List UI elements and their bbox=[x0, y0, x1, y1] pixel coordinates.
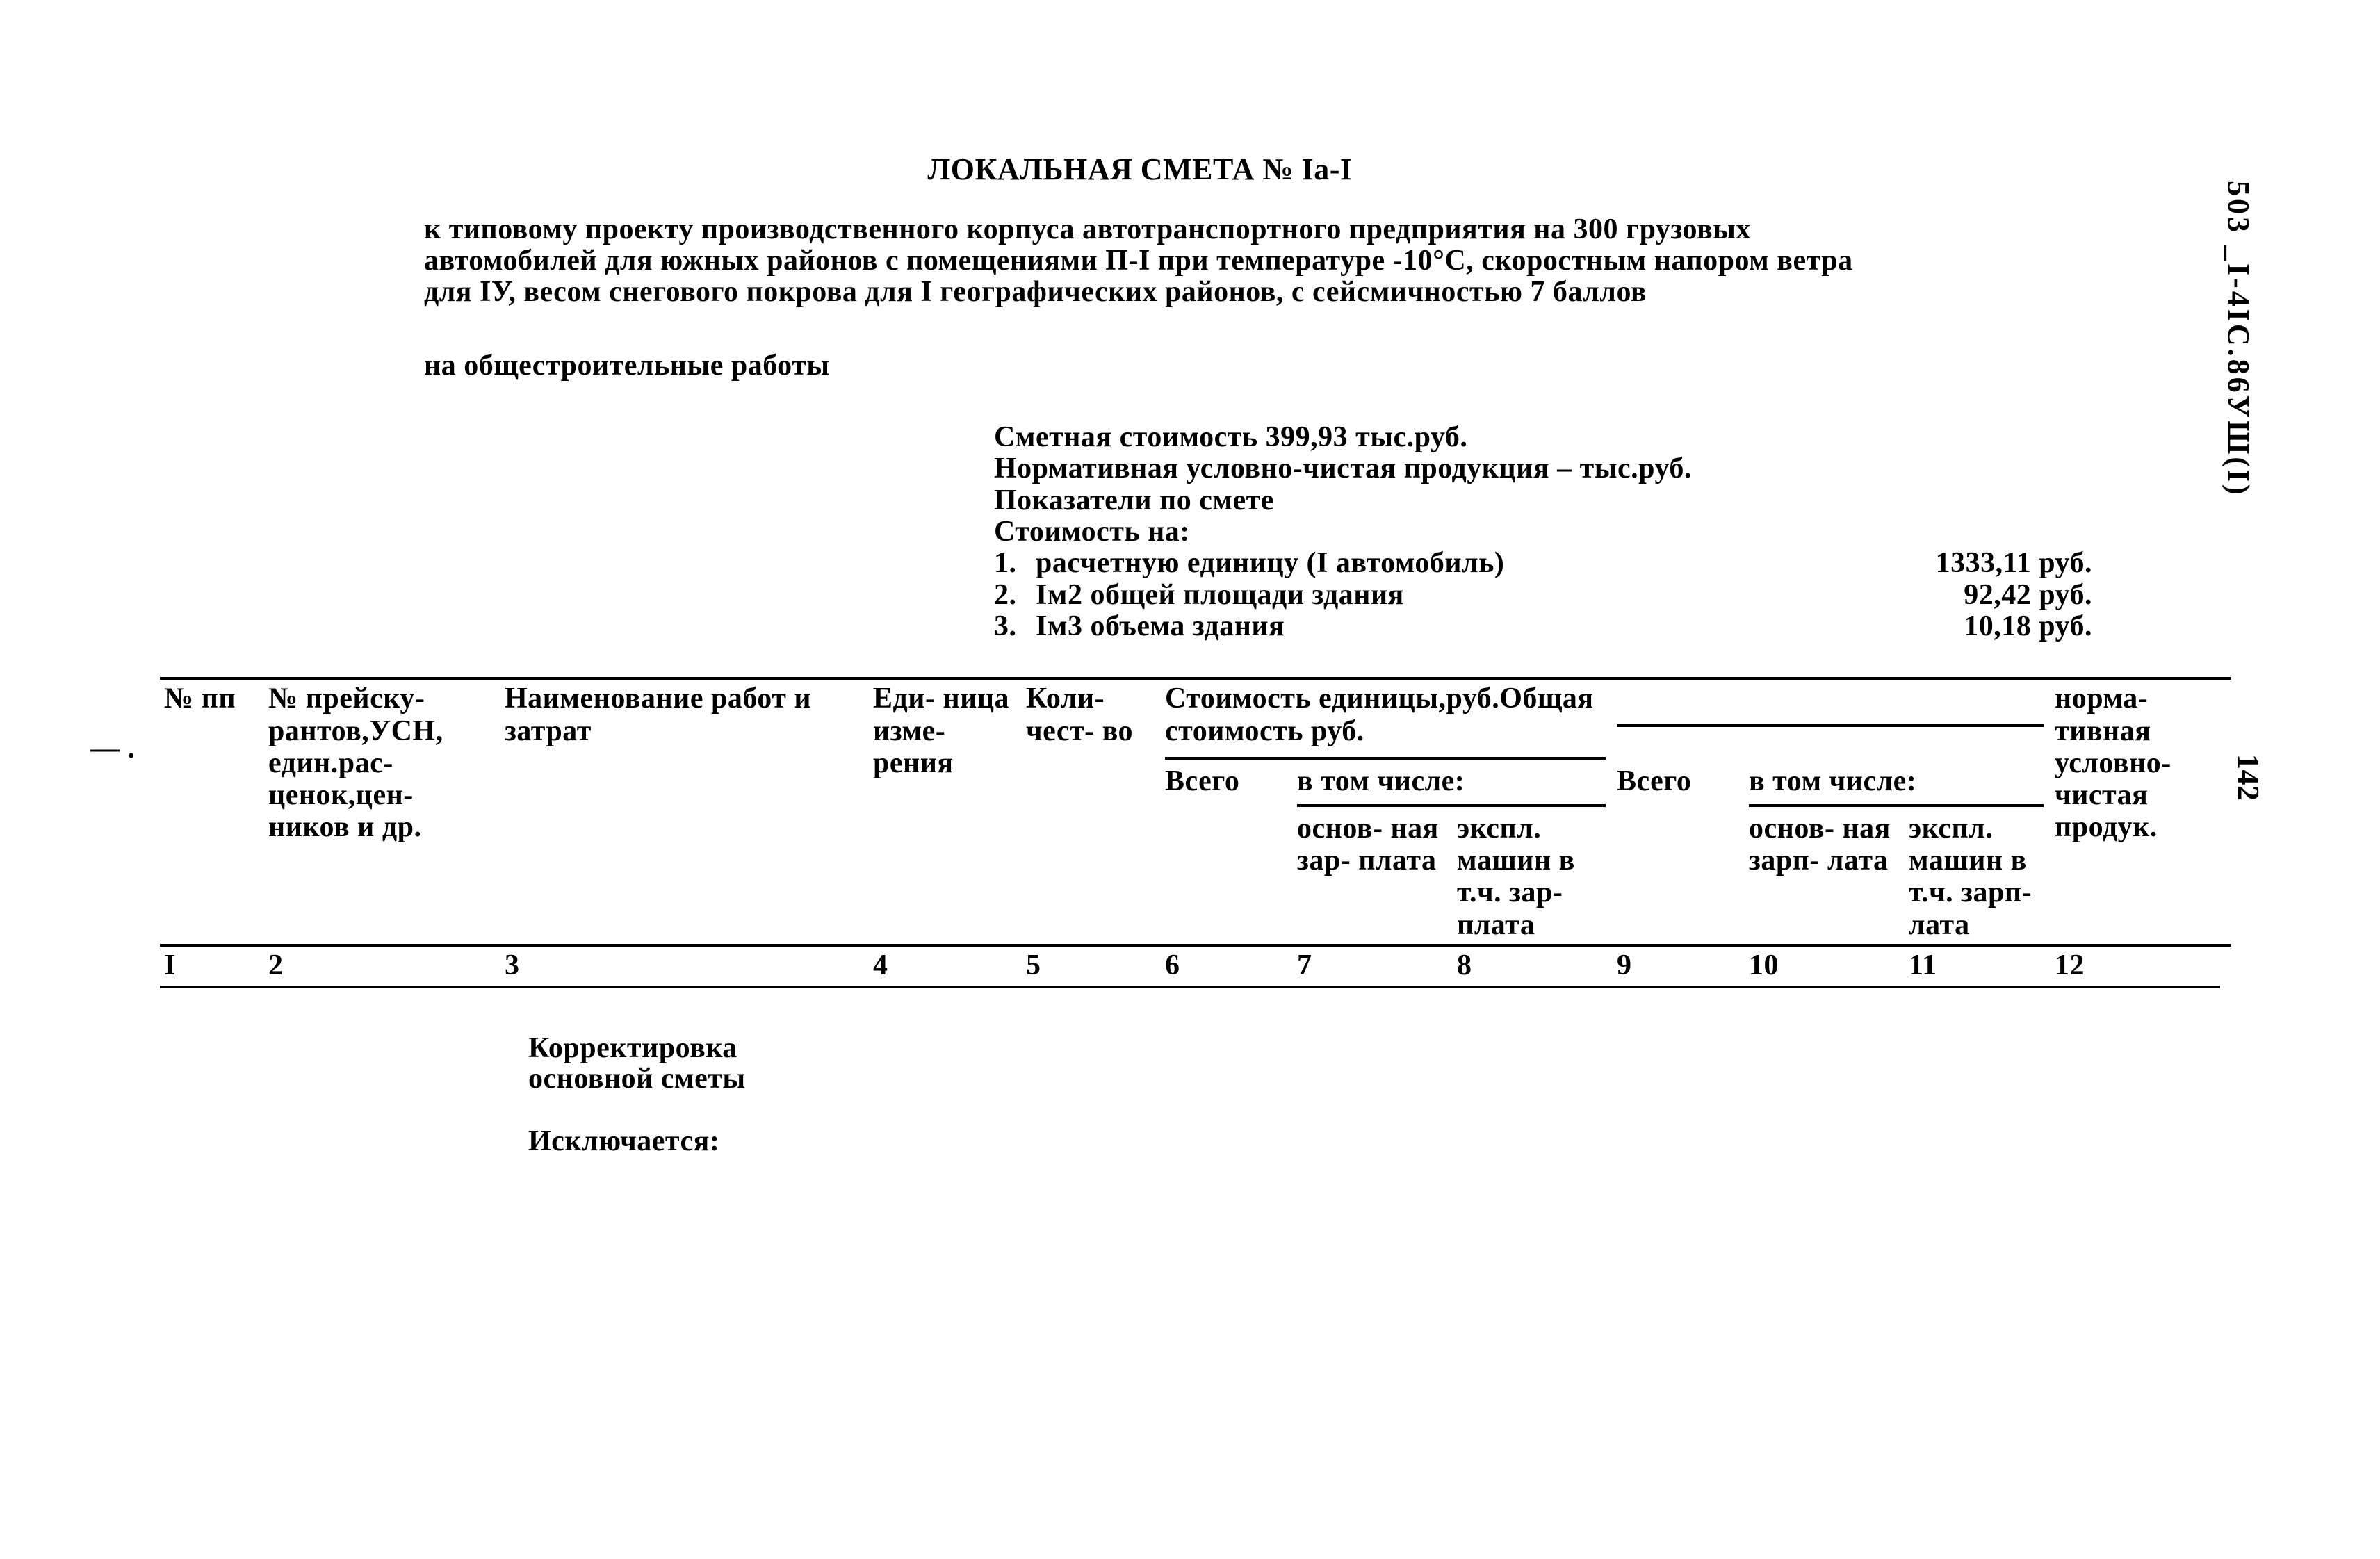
col-num: 10 bbox=[1745, 945, 1905, 984]
bottom-rule-icon bbox=[160, 986, 2220, 988]
column-numbers-row: I 2 3 4 5 6 7 8 9 10 11 12 bbox=[160, 945, 2231, 984]
correction-line2: основной сметы bbox=[528, 1063, 2220, 1094]
cost-row-label: расчетную единицу (I автомобиль) bbox=[1036, 547, 1504, 579]
doc-subtitle: к типовому проекту производственного кор… bbox=[424, 214, 1856, 309]
col-hdr-3: Наименование работ и затрат bbox=[500, 678, 869, 945]
estimate-header-table: № пп № прейску- рантов,УСН, един.рас- це… bbox=[160, 677, 2231, 984]
col-num: 6 bbox=[1161, 945, 1293, 984]
partial-rule-icon bbox=[1749, 804, 2044, 807]
col-num: 4 bbox=[869, 945, 1022, 984]
col-hdr-9: Всего bbox=[1613, 762, 1745, 945]
col-hdr-sub2: в том числе: bbox=[1745, 762, 2051, 810]
smeta-label: Сметная стоимость bbox=[994, 421, 1258, 453]
col-num: 8 bbox=[1453, 945, 1613, 984]
cost-row: 1.расчетную единицу (I автомобиль) 1333,… bbox=[994, 548, 2176, 579]
smeta-cost-line: Сметная стоимость 399,93 тыс.руб. bbox=[994, 422, 2176, 453]
document-page: — . 503 _I-4IС.86УШ(I) ЛОКАЛЬНАЯ СМЕТА №… bbox=[0, 0, 2380, 1559]
table-header-row: № пп № прейску- рантов,УСН, един.рас- це… bbox=[160, 678, 2231, 762]
cost-block: Сметная стоимость 399,93 тыс.руб. Нормат… bbox=[994, 422, 2176, 643]
smeta-value: 399,93 тыс.руб. bbox=[1266, 421, 1468, 453]
cost-row-value: 1333,11 руб. bbox=[1936, 548, 2176, 579]
partial-rule-icon bbox=[1165, 757, 1606, 760]
col-hdr-7: основ- ная зар- плата bbox=[1293, 810, 1453, 945]
correction-line1: Корректировка bbox=[528, 1033, 2220, 1063]
col-hdr-5: Коли- чест- во bbox=[1022, 678, 1161, 945]
normative-line: Нормативная условно-чистая продукция – т… bbox=[994, 453, 2176, 484]
cost-row-label: Iм2 общей площади здания bbox=[1036, 579, 1404, 611]
col-hdr-11: экспл. машин в т.ч. зарп- лата bbox=[1905, 810, 2051, 945]
col-num: 2 bbox=[264, 945, 500, 984]
cost-row: 2.Iм2 общей площади здания 92,42 руб. bbox=[994, 580, 2176, 611]
col-hdr-10: основ- ная зарп- лата bbox=[1745, 810, 1905, 945]
indicators-label: Показатели по смете bbox=[994, 485, 2176, 516]
col-hdr-12: норма- тивная условно- чистая продук. bbox=[2051, 678, 2231, 945]
col-hdr-6: Всего bbox=[1161, 762, 1293, 945]
cost-row-num: 3. bbox=[994, 611, 1036, 642]
doc-title: ЛОКАЛЬНАЯ СМЕТА № Iа-I bbox=[424, 153, 1856, 186]
doc-code-vertical: 503 _I-4IС.86УШ(I) bbox=[2222, 181, 2255, 498]
col-hdr-4: Еди- ница изме- рения bbox=[869, 678, 1022, 945]
leader-dash: — . bbox=[90, 733, 136, 765]
cost-row: 3.Iм3 объема здания 10,18 руб. bbox=[994, 611, 2176, 642]
col-num: 3 bbox=[500, 945, 869, 984]
group-unit-label: Стоимость единицы,руб. bbox=[1165, 683, 1499, 715]
cost-indices: 1.расчетную единицу (I автомобиль) 1333,… bbox=[994, 548, 2176, 642]
cost-row-value: 92,42 руб. bbox=[1964, 580, 2176, 611]
excluded-label: Исключается: bbox=[528, 1126, 2220, 1157]
partial-rule-icon bbox=[1617, 724, 2044, 727]
cost-row-label: Iм3 объема здания bbox=[1036, 610, 1285, 642]
col-num: 12 bbox=[2051, 945, 2231, 984]
partial-rule-icon bbox=[1297, 804, 1606, 807]
header-block: ЛОКАЛЬНАЯ СМЕТА № Iа-I к типовому проект… bbox=[424, 153, 1856, 382]
sub-label: в том числе: bbox=[1297, 765, 1465, 797]
col-hdr-sub: в том числе: bbox=[1293, 762, 1613, 810]
col-num: 11 bbox=[1905, 945, 2051, 984]
col-hdr-1: № пп bbox=[160, 678, 264, 945]
sub-label2: в том числе: bbox=[1749, 765, 1916, 797]
col-num: 9 bbox=[1613, 945, 1745, 984]
after-table-text: Корректировка основной сметы Исключается… bbox=[528, 1033, 2220, 1157]
page-number-side: 142 bbox=[2231, 754, 2265, 801]
cost-row-num: 1. bbox=[994, 548, 1036, 579]
col-hdr-8: экспл. машин в т.ч. зар- плата bbox=[1453, 810, 1613, 945]
col-hdr-2: № прейску- рантов,УСН, един.рас- ценок,ц… bbox=[264, 678, 500, 945]
cost-on-label: Стоимость на: bbox=[994, 516, 2176, 548]
col-num: 5 bbox=[1022, 945, 1161, 984]
cost-row-num: 2. bbox=[994, 580, 1036, 611]
col-hdr-group-total bbox=[1613, 678, 2051, 762]
col-num: 7 bbox=[1293, 945, 1453, 984]
cost-row-value: 10,18 руб. bbox=[1964, 611, 2176, 642]
works-line: на общестроительные работы bbox=[424, 350, 1856, 382]
col-num: I bbox=[160, 945, 264, 984]
col-hdr-group-unit: Стоимость единицы,руб.Общая стоимость ру… bbox=[1161, 678, 1613, 762]
